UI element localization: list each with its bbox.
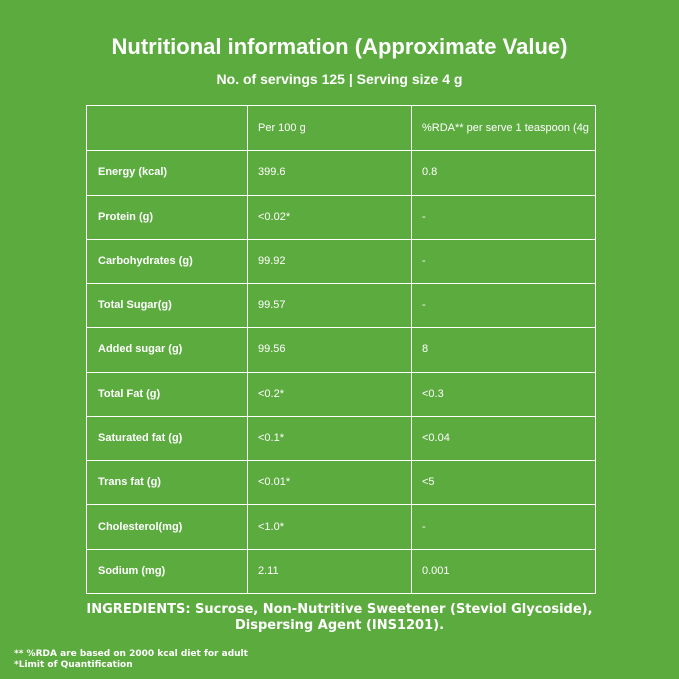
nutrient-value: 399.6: [258, 166, 286, 179]
nutrient-value: -: [422, 299, 426, 312]
nutrient-value: -: [422, 210, 426, 223]
row-border: [87, 460, 595, 462]
row-border: [87, 194, 595, 196]
nutrient-value: <0.3: [422, 387, 444, 400]
nutrient-value: <0.04: [422, 432, 450, 445]
nutrient-value: <1.0*: [258, 520, 284, 533]
nutrient-value: 0.8: [422, 166, 438, 179]
row-border: [87, 415, 595, 417]
subtitle: No. of servings 125 | Serving size 4 g: [216, 71, 463, 87]
nutrient-value: 0.001: [422, 564, 450, 577]
row-border: [87, 327, 595, 329]
nutrient-value: 2.11: [258, 564, 279, 577]
nutrition-table: Per 100 g %RDA** per serve 1 teaspoon (4g…: [86, 105, 596, 594]
nutrient-value: <0.2*: [258, 387, 284, 400]
nutrient-value: <0.1*: [258, 432, 284, 445]
nutrient-name: Added sugar (g): [98, 343, 183, 356]
row-border: [87, 548, 595, 550]
ingredients: Dispersing Agent (INS1201).: [234, 618, 445, 633]
footnote: *Limit of Quantification: [14, 660, 133, 670]
row-border: [87, 150, 595, 152]
nutrient-value: -: [422, 254, 426, 267]
nutrient-value: 99.57: [258, 299, 286, 312]
nutrient-value: 99.92: [258, 254, 286, 267]
nutrient-name: Trans fat (g): [98, 476, 161, 489]
nutrient-value: <0.02*: [258, 210, 291, 223]
row-border: [87, 371, 595, 373]
nutrient-name: Sodium (mg): [98, 564, 166, 577]
nutrient-value: -: [422, 520, 426, 533]
nutrient-name: Protein (g): [98, 210, 153, 223]
nutrient-name: Total Sugar(g): [98, 299, 172, 312]
nutrient-name: Cholesterol(mg): [98, 520, 183, 533]
column-header: %RDA** per serve 1 teaspoon (4g: [422, 122, 589, 135]
nutrient-name: Energy (kcal): [98, 166, 168, 179]
nutrient-name: Total Fat (g): [98, 387, 161, 400]
ingredients: INGREDIENTS: Sucrose, Non-Nutritive Swee…: [86, 602, 593, 617]
column-border: [247, 106, 248, 593]
row-border: [87, 238, 595, 240]
column-border: [411, 106, 412, 593]
nutrient-value: <0.01*: [258, 476, 291, 489]
nutrient-value: 99.56: [258, 343, 286, 356]
row-border: [87, 504, 595, 506]
row-border: [87, 283, 595, 285]
nutrient-value: <5: [422, 476, 435, 489]
column-header: Per 100 g: [258, 122, 306, 135]
nutrient-name: Saturated fat (g): [98, 432, 183, 445]
footnote: ** %RDA are based on 2000 kcal diet for …: [14, 649, 248, 659]
title: Nutritional information (Approximate Val…: [111, 34, 568, 59]
nutrient-name: Carbohydrates (g): [98, 254, 193, 267]
nutrient-value: 8: [422, 343, 429, 356]
